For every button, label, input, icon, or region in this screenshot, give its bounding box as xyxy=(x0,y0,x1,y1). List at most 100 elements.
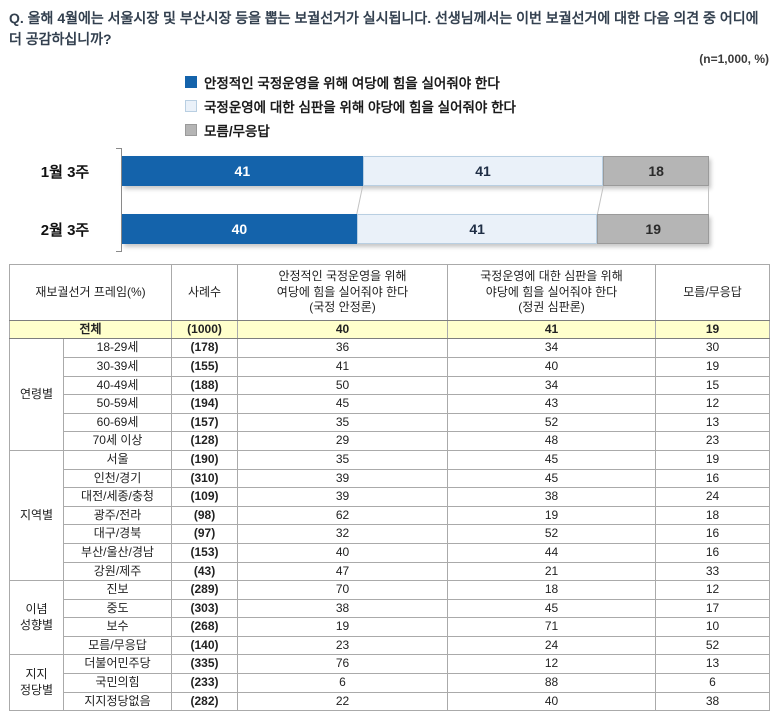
total-label: 전체 xyxy=(8,319,173,340)
legend-swatch-icon xyxy=(185,124,197,136)
row-label: 인천/경기 xyxy=(62,468,173,489)
table-row: 60-69세 (157) 35 52 13 xyxy=(10,412,771,433)
value-cell: 45 xyxy=(237,394,449,414)
cases-cell: (310) xyxy=(171,468,239,489)
value-cell: 6 xyxy=(237,673,449,693)
legend-swatch-icon xyxy=(185,76,197,88)
table-row: 70세 이상 (128) 29 48 23 xyxy=(10,431,771,451)
value-cell: 45 xyxy=(447,598,657,619)
legend-item: 모름/무응답 xyxy=(185,120,769,140)
row-label: 40-49세 xyxy=(62,375,173,396)
value-cell: 21 xyxy=(447,561,657,582)
value-cell: 39 xyxy=(237,487,449,507)
value-cell: 23 xyxy=(655,431,771,451)
row-label: 50-59세 xyxy=(62,394,173,414)
row-label: 18-29세 xyxy=(62,338,173,358)
row-label: 진보 xyxy=(62,580,173,600)
cases-cell: (194) xyxy=(171,394,239,414)
chart-plot-area: 41 41 18 40 41 19 xyxy=(116,148,709,252)
legend-label: 모름/무응답 xyxy=(204,124,270,139)
chart-category-labels: 1월 3주 2월 3주 xyxy=(9,148,121,252)
value-cell: 34 xyxy=(447,338,657,358)
table-row: 강원/제주 (43) 47 21 33 xyxy=(10,561,771,582)
table-header-row: 재보궐선거 프레임(%) 사례수 안정적인 국정운영을 위해 여당에 힘을 실어… xyxy=(8,264,771,321)
value-cell: 45 xyxy=(447,449,657,470)
table-row: 지역별 서울 (190) 35 45 19 xyxy=(9,449,771,582)
group-label: 연령별 xyxy=(9,338,64,451)
value-cell: 43 xyxy=(447,394,657,414)
value-cell: 45 xyxy=(447,468,657,489)
value-cell: 19 xyxy=(655,319,771,340)
value-cell: 30 xyxy=(655,338,771,358)
value-cell: 38 xyxy=(655,691,771,712)
value-cell: 17 xyxy=(655,598,771,619)
bar-connectors xyxy=(122,186,709,214)
row-label: 더불어민주당 xyxy=(62,654,173,675)
value-cell: 41 xyxy=(237,356,449,377)
value-cell: 35 xyxy=(237,449,449,470)
value-cell: 19 xyxy=(447,505,657,526)
survey-question: Q. 올해 4월에는 서울시장 및 부산시장 등을 뽑는 보궐선거가 실시됩니다… xyxy=(9,10,759,47)
row-label: 60-69세 xyxy=(62,412,173,433)
row-label: 강원/제주 xyxy=(62,561,173,582)
value-cell: 50 xyxy=(237,375,449,396)
value-cell: 16 xyxy=(655,524,771,544)
value-cell: 33 xyxy=(655,561,771,582)
cases-cell: (282) xyxy=(171,691,239,712)
value-cell: 40 xyxy=(447,691,657,712)
value-cell: 19 xyxy=(655,356,771,377)
value-cell: 41 xyxy=(447,319,657,340)
row-label: 서울 xyxy=(62,449,173,470)
cases-cell: (128) xyxy=(171,431,239,451)
category-label: 2월 3주 xyxy=(40,221,90,239)
value-cell: 38 xyxy=(447,487,657,507)
value-cell: 12 xyxy=(655,394,771,414)
cases-cell: (97) xyxy=(171,524,239,544)
value-cell: 40 xyxy=(447,356,657,377)
table-row: 30-39세 (155) 41 40 19 xyxy=(10,356,771,377)
value-cell: 22 xyxy=(237,691,449,712)
stacked-bar-chart: 1월 3주 2월 3주 41 41 18 40 41 19 xyxy=(9,148,709,252)
header-frame: 재보궐선거 프레임(%) xyxy=(8,264,173,321)
legend-label: 안정적인 국정운영을 위해 여당에 힘을 실어줘야 한다 xyxy=(204,76,500,91)
value-cell: 16 xyxy=(655,542,771,563)
value-cell: 48 xyxy=(447,431,657,451)
cases-cell: (190) xyxy=(171,449,239,470)
cases-cell: (109) xyxy=(171,487,239,507)
category-label: 1월 3주 xyxy=(40,163,90,181)
table-row: 대구/경북 (97) 32 52 16 xyxy=(10,524,771,544)
group-label: 지지 정당별 xyxy=(9,654,64,712)
value-cell: 12 xyxy=(655,580,771,600)
value-cell: 38 xyxy=(237,598,449,619)
value-cell: 13 xyxy=(655,654,771,675)
chart-legend: 안정적인 국정운영을 위해 여당에 힘을 실어줘야 한다 국정운영에 대한 심판을… xyxy=(185,72,769,140)
table-row: 지지 정당별 더불어민주당 (335) 76 12 13 xyxy=(9,654,771,712)
row-label: 광주/전라 xyxy=(62,505,173,526)
value-cell: 10 xyxy=(655,617,771,637)
value-cell: 76 xyxy=(237,654,449,675)
legend-item: 안정적인 국정운영을 위해 여당에 힘을 실어줘야 한다 xyxy=(185,72,769,92)
cases-cell: (153) xyxy=(171,542,239,563)
cases-cell: (157) xyxy=(171,412,239,433)
value-cell: 18 xyxy=(655,505,771,526)
row-label: 지지정당없음 xyxy=(62,691,173,712)
value-cell: 29 xyxy=(237,431,449,451)
cases-cell: (303) xyxy=(171,598,239,619)
bar-segment: 41 xyxy=(362,156,604,186)
bar-row-0: 41 41 18 xyxy=(122,156,709,186)
value-cell: 52 xyxy=(447,524,657,544)
value-cell: 24 xyxy=(447,635,657,656)
value-cell: 47 xyxy=(237,561,449,582)
value-cell: 34 xyxy=(447,375,657,396)
value-cell: 40 xyxy=(237,542,449,563)
group-label: 지역별 xyxy=(9,449,64,582)
value-cell: 52 xyxy=(655,635,771,656)
value-cell: 13 xyxy=(655,412,771,433)
table-row: 부산/울산/경남 (153) 40 44 16 xyxy=(10,542,771,563)
value-cell: 39 xyxy=(237,468,449,489)
cases-cell: (335) xyxy=(171,654,239,675)
cases-cell: (233) xyxy=(171,673,239,693)
header-cases: 사례수 xyxy=(171,264,239,321)
cases-cell: (188) xyxy=(171,375,239,396)
